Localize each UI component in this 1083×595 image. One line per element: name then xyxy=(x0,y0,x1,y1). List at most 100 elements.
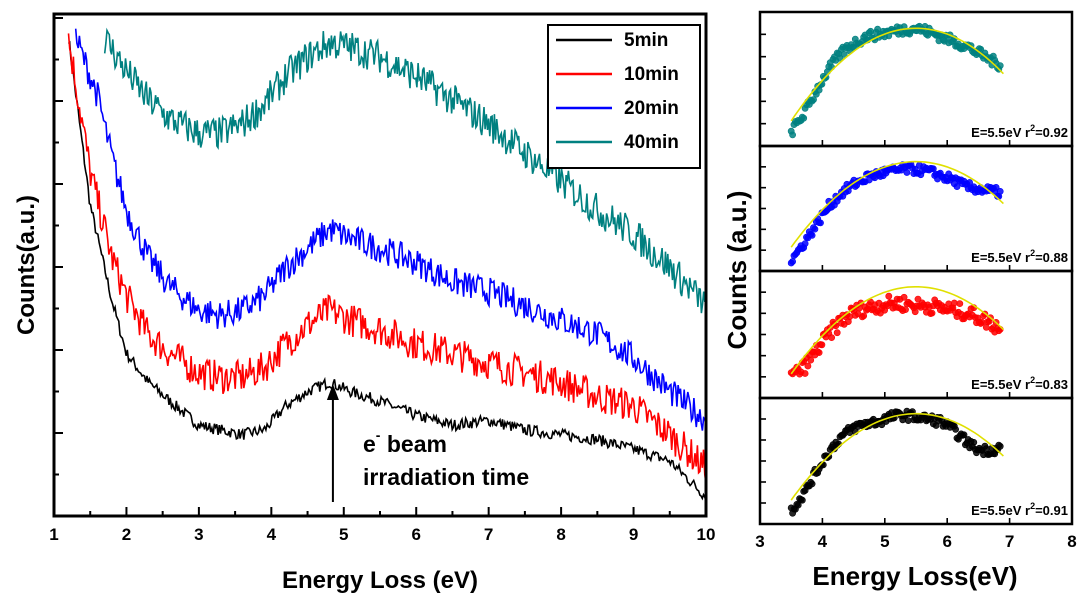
scatter-point xyxy=(794,501,802,509)
legend-label-40min: 40min xyxy=(624,132,679,153)
scatter-point xyxy=(811,225,819,233)
annotation-beam: beam xyxy=(380,431,446,457)
fit-curve xyxy=(790,286,1004,375)
scatter-point xyxy=(789,131,796,139)
scatter-point xyxy=(978,318,986,326)
right-x-tick-label: 5 xyxy=(880,532,889,551)
scatter-point xyxy=(800,114,808,122)
annotation-line-1: e- beam xyxy=(363,427,447,457)
left-x-tick-label: 10 xyxy=(697,525,716,544)
scatter-point xyxy=(953,183,961,190)
legend-frame xyxy=(547,24,701,169)
left-y-axis-title: Counts(a.u.) xyxy=(13,195,40,335)
left-x-tick-label: 6 xyxy=(411,525,420,544)
scatter-point xyxy=(815,349,823,356)
scatter-point xyxy=(804,362,812,370)
scatter-point xyxy=(801,370,809,377)
left-x-ticks: 1 2 3 4 5 6 7 8 9 10 xyxy=(49,507,715,544)
irradiation-annotation: e- beam irradiation time xyxy=(326,384,529,502)
left-series-group xyxy=(67,27,707,502)
scatter-point xyxy=(982,323,990,331)
scatter-point xyxy=(911,308,919,316)
fit-label: E=5.5eV r2=0.91 xyxy=(971,501,1068,518)
scatter-points xyxy=(787,407,1004,517)
scatter-point xyxy=(860,312,868,320)
fit-curve xyxy=(790,27,1004,122)
right-y-axis-title: Counts (a.u.) xyxy=(722,191,752,350)
left-chart: 1 2 3 4 5 6 7 8 9 10 Energy Loss (eV) Counts(a.u.… xyxy=(13,12,715,594)
right-panel-2: E=5.5eV r2=0.88 xyxy=(758,144,1074,273)
scatter-point xyxy=(840,51,848,58)
scatter-point xyxy=(798,496,806,504)
scatter-point xyxy=(952,425,959,433)
scatter-point xyxy=(902,306,909,313)
scatter-point xyxy=(929,165,937,173)
fit-label: E=5.5eV r2=0.88 xyxy=(971,248,1068,265)
series-line-10min xyxy=(67,33,707,484)
right-x-axis-title: Energy Loss(eV) xyxy=(812,561,1017,591)
scatter-point xyxy=(970,438,978,446)
scatter-point xyxy=(885,292,893,300)
legend-entries: 5min 10min 20min 40min xyxy=(556,30,679,153)
scatter-point xyxy=(996,187,1004,195)
scatter-points xyxy=(787,22,1004,139)
scatter-point xyxy=(900,293,908,301)
scatter-point xyxy=(828,334,835,341)
left-x-axis-title: Energy Loss (eV) xyxy=(282,567,478,594)
left-x-tick-label: 2 xyxy=(122,525,131,544)
annotation-line-2: irradiation time xyxy=(363,464,529,490)
right-panels: E=5.5eV r2=0.92 E=5.5eV r2=0.88 E=5.5eV r2… xyxy=(758,10,1074,526)
scatter-point xyxy=(982,445,990,452)
scatter-point xyxy=(992,183,1000,191)
scatter-point xyxy=(836,54,844,62)
scatter-point xyxy=(818,341,826,349)
left-x-tick-label: 1 xyxy=(49,525,58,544)
scatter-point xyxy=(996,442,1004,450)
fit-label: E=5.5eV r2=0.83 xyxy=(971,375,1068,392)
legend-label-5min: 5min xyxy=(624,30,668,51)
scatter-point xyxy=(789,258,796,265)
scatter-point xyxy=(904,417,912,424)
annotation-e: e xyxy=(363,431,376,457)
fit-curve xyxy=(790,160,1004,248)
scatter-point xyxy=(928,309,936,317)
left-x-tick-label: 7 xyxy=(484,525,493,544)
legend-label-20min: 20min xyxy=(624,98,679,119)
scatter-point xyxy=(833,329,841,337)
annotation-arrow-head xyxy=(326,384,339,400)
right-panel-4: E=5.5eV r2=0.91 xyxy=(758,396,1074,526)
scatter-point xyxy=(808,231,816,239)
fit-label: E=5.5eV r2=0.92 xyxy=(971,123,1068,140)
right-chart: E=5.5eV r2=0.92 E=5.5eV r2=0.88 E=5.5eV r2… xyxy=(722,10,1077,591)
right-x-tick-label: 8 xyxy=(1067,532,1076,551)
scatter-point xyxy=(956,300,964,307)
right-panel-3: E=5.5eV r2=0.83 xyxy=(758,269,1074,400)
right-x-tick-label: 3 xyxy=(755,532,764,551)
scatter-point xyxy=(810,96,817,103)
series-line-5min xyxy=(67,40,707,502)
legend-label-10min: 10min xyxy=(624,64,679,85)
series-line-20min xyxy=(74,28,707,431)
legend: 5min 10min 20min 40min xyxy=(547,24,701,169)
scatter-points xyxy=(787,292,1004,378)
left-y-ticks xyxy=(54,17,63,476)
right-x-tick-label: 6 xyxy=(942,532,951,551)
series-line-40min xyxy=(103,27,707,314)
scatter-point xyxy=(914,295,922,303)
left-x-tick-label: 4 xyxy=(267,525,277,544)
scatter-point xyxy=(960,431,968,439)
right-x-tick-label: 4 xyxy=(818,532,828,551)
right-panel-1: E=5.5eV r2=0.92 xyxy=(758,10,1074,148)
left-x-tick-label: 8 xyxy=(556,525,565,544)
left-x-tick-label: 3 xyxy=(194,525,203,544)
scatter-points xyxy=(787,160,1004,267)
annotation-sup: - xyxy=(376,427,381,443)
fit-curve xyxy=(790,412,1004,501)
scatter-point xyxy=(807,356,815,364)
left-x-tick-label: 5 xyxy=(339,525,348,544)
right-x-ticks: 3 4 5 6 7 8 xyxy=(755,532,1076,551)
scatter-point xyxy=(846,313,854,321)
scatter-point xyxy=(996,62,1004,69)
left-x-tick-label: 9 xyxy=(629,525,638,544)
